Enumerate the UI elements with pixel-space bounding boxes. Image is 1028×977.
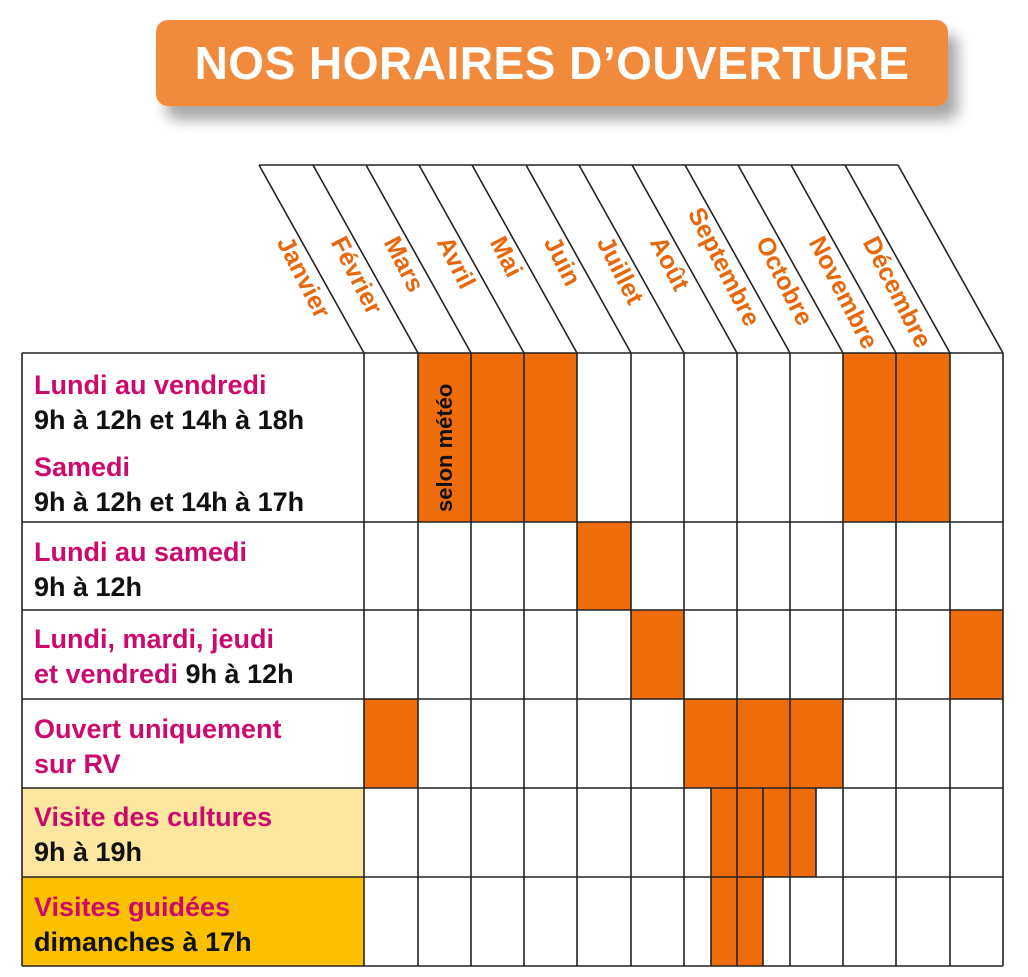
row-label-text: Ouvert uniquement bbox=[34, 714, 282, 744]
row-label: Visites guidées dimanches à 17h bbox=[34, 890, 252, 960]
row-bg-guided bbox=[22, 877, 364, 966]
row-label-line: 9h à 19h bbox=[34, 835, 272, 870]
row-label: Lundi, mardi, jeudi et vendredi 9h à 12h bbox=[34, 622, 294, 692]
row-label-line: Lundi, mardi, jeudi bbox=[34, 622, 294, 657]
header-slant-line bbox=[844, 164, 951, 354]
filled-cell bbox=[418, 353, 471, 522]
weather-note: selon météo bbox=[432, 383, 457, 512]
header-slant-line bbox=[737, 164, 844, 354]
filled-cell bbox=[843, 353, 896, 522]
row-label-text: 9h à 12h et 14h à 18h bbox=[34, 405, 305, 435]
filled-cell bbox=[950, 610, 1003, 699]
filled-cell bbox=[364, 699, 418, 788]
header-slant-line bbox=[790, 164, 897, 354]
row-label-text: et vendredi bbox=[34, 659, 186, 689]
row-label-text: Lundi au vendredi bbox=[34, 370, 267, 400]
row-label-text: Visite des cultures bbox=[34, 802, 273, 832]
row-label-text: Lundi au samedi bbox=[34, 537, 248, 567]
filled-cell bbox=[684, 699, 737, 788]
row-label-text: Visites guidées bbox=[34, 892, 231, 922]
row-label-line: 9h à 12h bbox=[34, 570, 247, 605]
row-label-text: Samedi bbox=[34, 452, 131, 482]
header-slant-line bbox=[525, 164, 632, 354]
header-slant-line bbox=[684, 164, 791, 354]
filled-cell bbox=[631, 610, 684, 699]
filled-cell bbox=[896, 353, 950, 522]
header-slant-line bbox=[897, 164, 1004, 354]
row-label-text: 9h à 12h et 14h à 17h bbox=[34, 487, 305, 517]
row-label-text: 9h à 19h bbox=[34, 837, 143, 867]
row-label-text: 9h à 12h bbox=[185, 659, 294, 689]
header-slant-line bbox=[312, 164, 419, 354]
row-label-text: 9h à 12h bbox=[34, 572, 143, 602]
row-label-text: dimanches à 17h bbox=[34, 927, 252, 957]
filled-cell bbox=[790, 699, 843, 788]
row-label: Lundi au samedi 9h à 12h bbox=[34, 535, 247, 605]
header-slant-line bbox=[365, 164, 472, 354]
header-slant-line bbox=[578, 164, 685, 354]
row-label: Visite des cultures 9h à 19h bbox=[34, 800, 272, 870]
row-label-text: sur RV bbox=[34, 749, 121, 779]
row-label-text: Lundi, mardi, jeudi bbox=[34, 624, 275, 654]
row-label-line: Lundi au samedi bbox=[34, 535, 247, 570]
filled-cell bbox=[471, 353, 524, 522]
row-label-line: dimanches à 17h bbox=[34, 925, 252, 960]
header-slant-line bbox=[418, 164, 525, 354]
row-bg-cultures bbox=[22, 788, 364, 877]
filled-cell bbox=[737, 699, 790, 788]
row-label: Lundi au vendredi 9h à 12h et 14h à 18h Sa… bbox=[34, 368, 304, 520]
title-banner: NOS HORAIRES D’OUVERTURE bbox=[156, 20, 948, 106]
row-label-line: Samedi bbox=[34, 450, 304, 485]
filled-cell bbox=[577, 522, 631, 610]
row-label-line: et vendredi 9h à 12h bbox=[34, 657, 294, 692]
filled-cell bbox=[524, 353, 577, 522]
row-label-line: Ouvert uniquement bbox=[34, 712, 282, 747]
header-slant-line bbox=[471, 164, 578, 354]
row-label-line: sur RV bbox=[34, 747, 282, 782]
row-label-line: Visite des cultures bbox=[34, 800, 272, 835]
row-label: Ouvert uniquement sur RV bbox=[34, 712, 282, 782]
header-slant-line bbox=[631, 164, 738, 354]
page-title: NOS HORAIRES D’OUVERTURE bbox=[194, 37, 910, 89]
row-label-line: Visites guidées bbox=[34, 890, 252, 925]
row-label-line: 9h à 12h et 14h à 18h bbox=[34, 403, 304, 438]
row-label-line: Lundi au vendredi bbox=[34, 368, 304, 403]
row-label-line: 9h à 12h et 14h à 17h bbox=[34, 485, 304, 520]
header-slant-line bbox=[258, 164, 365, 354]
